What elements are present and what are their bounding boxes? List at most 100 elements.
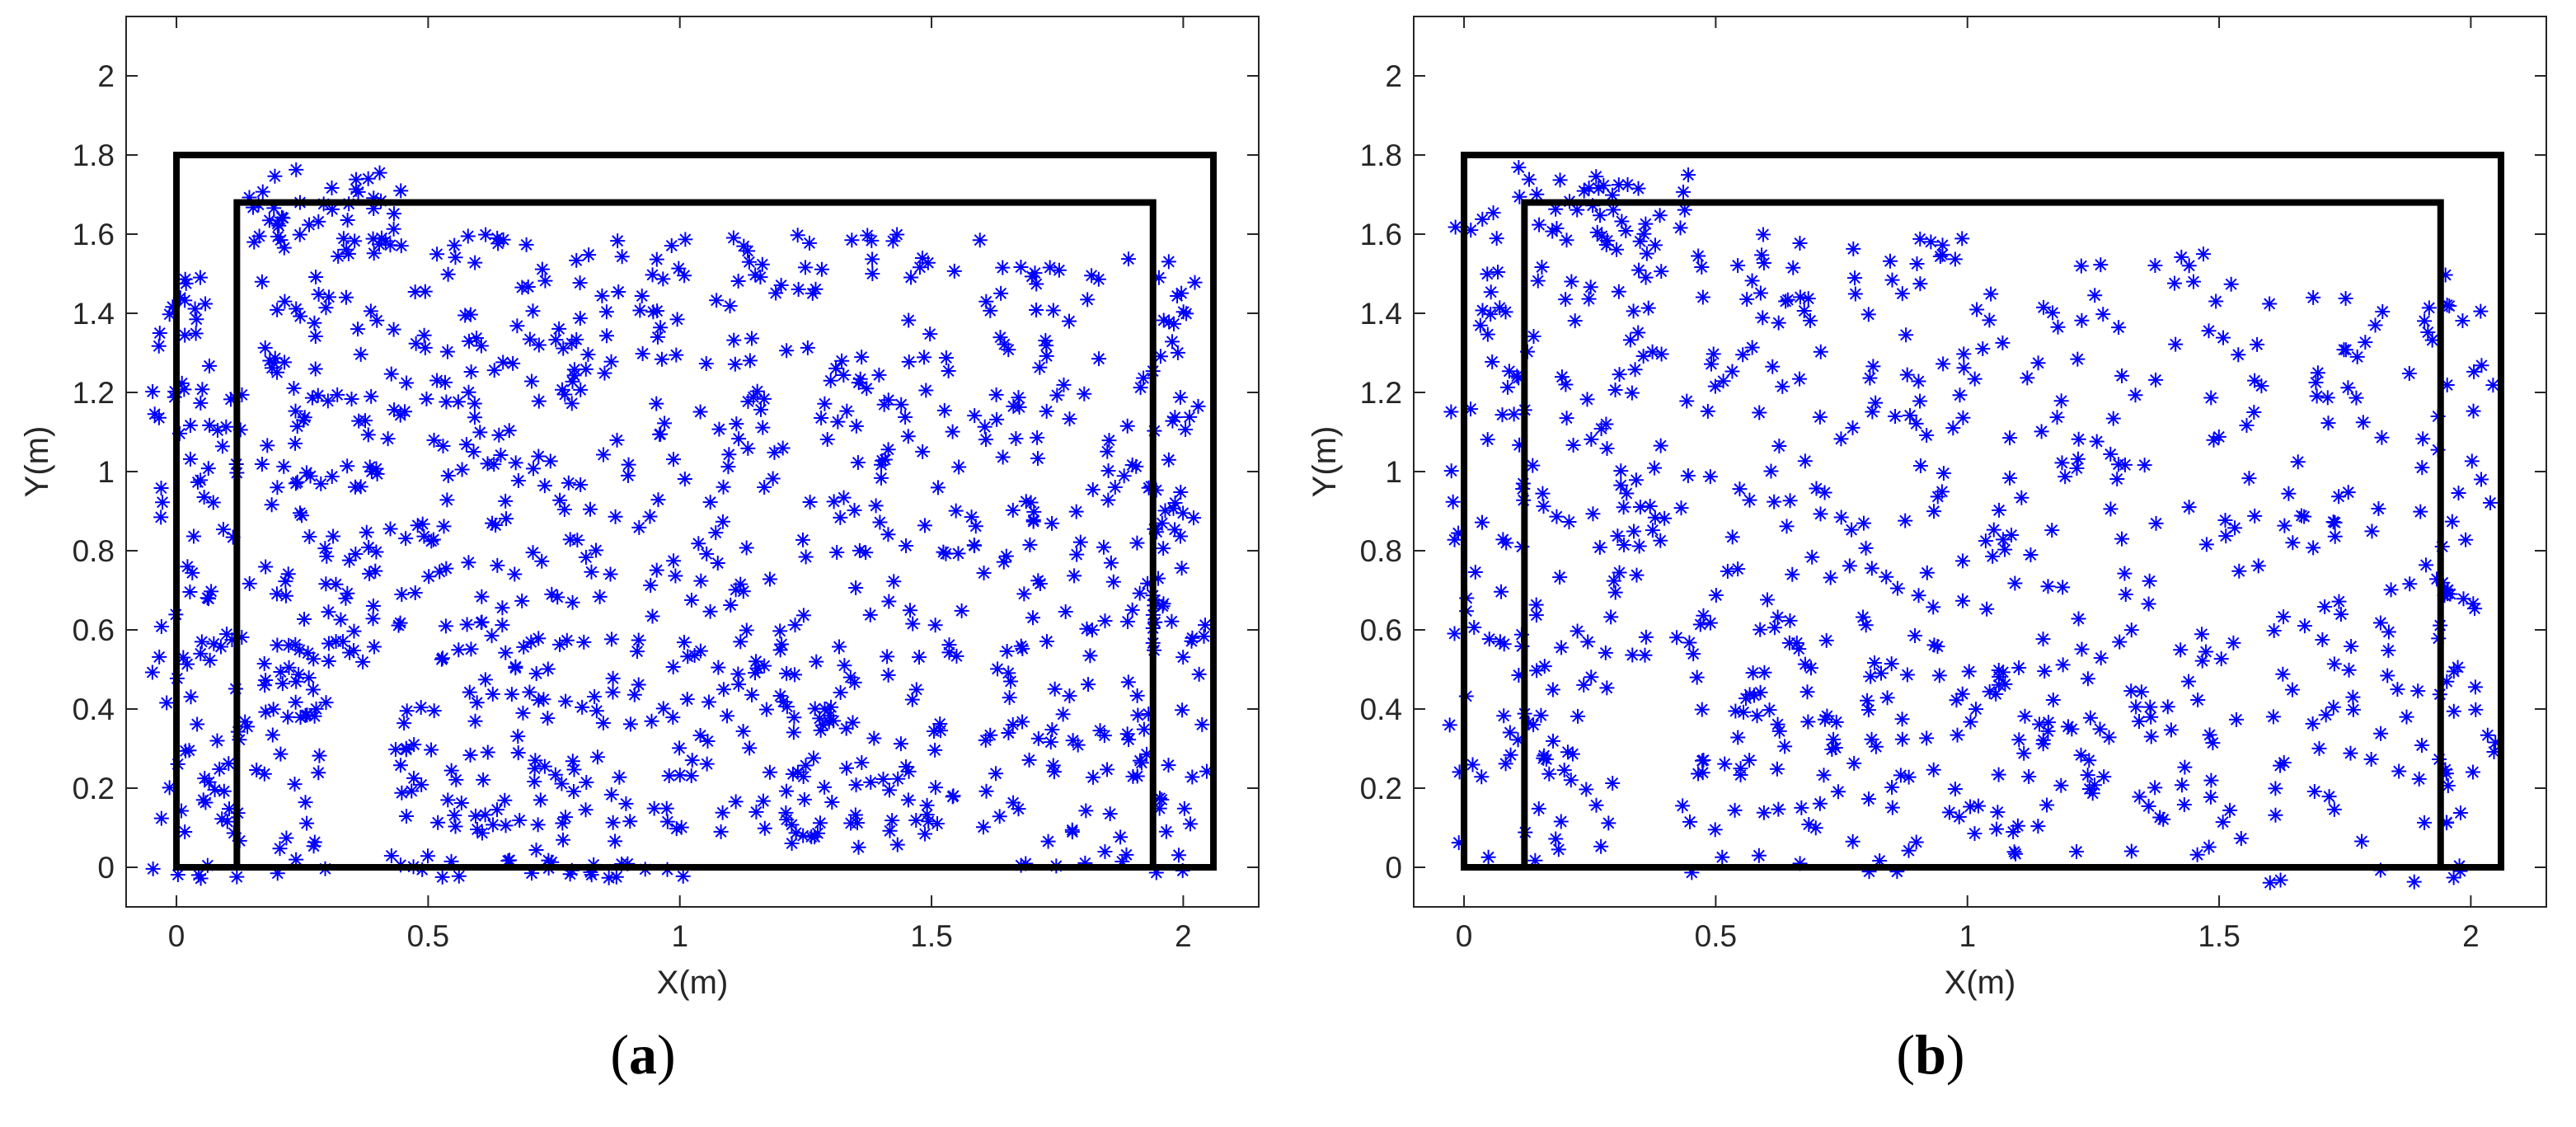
scatter-point: [1613, 463, 1629, 479]
scatter-point: [2160, 699, 2175, 715]
scatter-point: [552, 636, 568, 652]
scatter-point: [581, 247, 597, 263]
scatter-point: [2338, 290, 2353, 306]
scatter-point: [1654, 264, 1669, 279]
scatter-point: [270, 216, 285, 232]
scatter-point: [2093, 650, 2109, 666]
scatter-point: [2451, 486, 2466, 501]
scatter-point: [213, 639, 228, 655]
x-tick-label: 0: [1456, 919, 1473, 953]
scatter-point: [2095, 307, 2111, 322]
scatter-point: [2325, 514, 2341, 529]
scatter-point: [1526, 717, 1541, 733]
scatter-point: [1556, 763, 1572, 778]
scatter-point: [1847, 286, 1863, 302]
scatter-point: [795, 532, 810, 547]
scatter-point: [1694, 753, 1710, 768]
scatter-point: [274, 209, 289, 225]
scatter-point: [1499, 379, 1515, 395]
scatter-point: [654, 351, 669, 367]
scatter-point: [195, 382, 210, 397]
scatter-point: [755, 420, 771, 435]
y-tick-label: 1.6: [1360, 218, 1402, 251]
scatter-point: [865, 265, 880, 281]
scatter-point: [447, 237, 462, 253]
scatter-point: [664, 237, 679, 253]
scatter-point: [868, 498, 884, 514]
scatter-point: [2438, 815, 2454, 830]
scatter-point: [202, 652, 218, 668]
scatter-point: [544, 586, 560, 602]
scatter-point: [1702, 469, 1718, 485]
scatter-point: [2424, 332, 2440, 348]
scatter-point: [1618, 223, 1634, 239]
y-tick-label: 0.4: [1360, 693, 1402, 726]
scatter-point: [392, 407, 408, 423]
scatter-point: [669, 312, 685, 327]
scatter-point: [874, 457, 889, 472]
scatter-point: [438, 618, 453, 634]
scatter-point: [776, 694, 791, 710]
scatter-point: [1570, 708, 1586, 724]
scatter-point: [1785, 566, 1800, 582]
scatter-point: [622, 716, 638, 732]
scatter-point: [1756, 227, 1771, 242]
scatter-point: [2058, 469, 2073, 485]
y-tick-label: 0.8: [1360, 534, 1402, 568]
scatter-point: [2080, 671, 2095, 687]
scatter-point: [1175, 304, 1191, 320]
scatter-point: [421, 569, 437, 585]
scatter-point: [1826, 731, 1842, 747]
scatter-point: [941, 364, 956, 379]
scatter-point: [1689, 669, 1705, 685]
scatter-point: [1174, 561, 1189, 576]
scatter-point: [531, 631, 547, 646]
scatter-point: [1864, 731, 1879, 747]
scatter-point: [773, 277, 789, 293]
scatter-point: [740, 440, 756, 456]
scatter-point: [355, 654, 371, 669]
scatter-point: [277, 355, 293, 370]
scatter-point: [1803, 312, 1818, 328]
scatter-point: [1828, 740, 1843, 755]
scatter-point: [1861, 791, 1877, 807]
scatter-point: [609, 432, 625, 448]
scatter-point: [1894, 286, 1910, 302]
scatter-point: [1124, 602, 1140, 618]
x-tick-label: 0.5: [1695, 919, 1737, 953]
scatter-point: [1185, 630, 1200, 646]
scatter-point: [394, 587, 410, 603]
scatter-point: [1165, 413, 1180, 429]
scatter-point: [2399, 709, 2414, 725]
scatter-point: [2227, 520, 2243, 536]
scatter-point: [876, 397, 892, 412]
y-tick-label: 1.4: [73, 297, 115, 331]
scatter-point: [1636, 226, 1652, 242]
scatter-point: [1706, 346, 1721, 362]
scatter-point: [365, 231, 381, 247]
scatter-point: [270, 637, 285, 653]
scatter-point: [1121, 251, 1136, 267]
scatter-point: [429, 373, 445, 388]
scatter-point: [1124, 457, 1140, 472]
scatter-point: [1909, 256, 1925, 271]
scatter-point: [495, 618, 510, 633]
scatter-point: [1045, 303, 1061, 318]
scatter-point: [2011, 660, 2027, 675]
scatter-point: [2438, 762, 2453, 777]
scatter-point: [404, 783, 420, 799]
scatter-point: [541, 852, 556, 868]
scatter-point: [1926, 504, 1942, 519]
scatter-point: [288, 476, 303, 491]
scatter-point: [531, 337, 547, 353]
scatter-point: [2241, 471, 2257, 486]
scatter-point: [293, 308, 308, 324]
scatter-point: [645, 304, 661, 320]
scatter-point: [562, 532, 578, 547]
scatter-point: [1583, 279, 1598, 295]
scatter-point: [2092, 721, 2108, 737]
scatter-point: [750, 660, 766, 676]
scatter-point: [1559, 232, 1574, 248]
scatter-point: [1691, 248, 1706, 264]
scatter-point: [1856, 515, 1871, 531]
